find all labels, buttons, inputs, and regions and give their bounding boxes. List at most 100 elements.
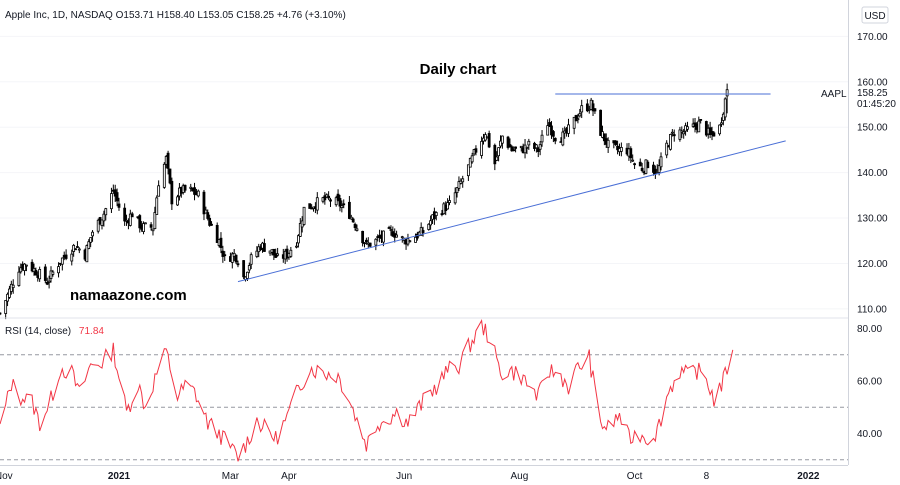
candle-up xyxy=(144,222,147,225)
candle-down xyxy=(510,146,514,152)
candle-down xyxy=(236,263,240,266)
candle-up xyxy=(204,209,208,214)
candle-down xyxy=(272,248,276,256)
candle-down xyxy=(364,239,368,243)
candle-down xyxy=(242,260,246,278)
candle-up xyxy=(89,237,93,243)
candle-down xyxy=(117,203,121,208)
time-axis[interactable]: Nov 2021 Mar Apr Jun Aug Oct 8 2022 xyxy=(0,471,820,482)
candle-down xyxy=(548,122,551,127)
candle-down xyxy=(512,149,516,152)
candle-down xyxy=(508,144,512,148)
candle-down xyxy=(602,133,606,142)
candle-down xyxy=(550,125,553,136)
candle-up xyxy=(11,284,15,288)
candle-down xyxy=(616,145,619,151)
rsi-tick-label: 40.00 xyxy=(857,429,882,440)
candle-up xyxy=(47,280,51,283)
candle-up xyxy=(427,223,431,230)
candle-up xyxy=(381,230,385,243)
candle-up xyxy=(538,144,542,150)
candle-up xyxy=(453,192,457,204)
candle-up xyxy=(468,157,472,168)
candle-up xyxy=(110,193,113,210)
candle-up xyxy=(23,263,26,271)
candle-up xyxy=(519,145,523,149)
candle-up xyxy=(480,141,484,156)
time-tick-label: Nov xyxy=(0,471,13,482)
candle-up xyxy=(682,131,686,135)
candle-up xyxy=(32,268,36,272)
candle-down xyxy=(591,103,595,112)
candle-up xyxy=(606,139,610,148)
candle-up xyxy=(578,113,582,117)
candle-down xyxy=(64,254,68,259)
candle-up xyxy=(25,264,28,267)
candle-up xyxy=(155,197,159,215)
candle-up xyxy=(276,253,280,256)
candle-down xyxy=(640,167,644,171)
price-tag-symbol: AAPL xyxy=(821,89,847,100)
candle-down xyxy=(76,246,79,248)
price-axis[interactable]: 170.00 160.00 150.00 140.00 130.00 120.00 110.… xyxy=(857,32,888,316)
currency-button[interactable]: USD xyxy=(861,6,889,24)
rsi-axis[interactable]: 80.00 60.00 40.00 xyxy=(857,324,882,440)
candle-up xyxy=(567,124,570,134)
candle-up xyxy=(176,196,179,206)
candle-up xyxy=(389,229,393,231)
candle-up xyxy=(723,98,727,118)
candle-up xyxy=(459,180,463,184)
candle-up xyxy=(434,212,438,216)
candle-down xyxy=(633,163,636,166)
price-tick-label: 140.00 xyxy=(857,168,888,179)
candle-down xyxy=(368,242,372,247)
candle-up xyxy=(657,165,661,173)
candle-up xyxy=(349,216,353,220)
candle-up xyxy=(500,135,504,144)
time-tick-label: 2021 xyxy=(108,471,131,482)
candle-up xyxy=(429,220,433,226)
candle-up xyxy=(19,267,23,273)
rsi-tick-label: 60.00 xyxy=(857,377,882,388)
time-tick-label: 8 xyxy=(704,471,710,482)
candle-up xyxy=(102,213,106,222)
candle-up xyxy=(295,245,298,248)
candle-up xyxy=(60,257,64,265)
candle-up xyxy=(466,164,470,177)
candle-down xyxy=(553,137,557,142)
rsi-level-lines xyxy=(0,354,848,461)
candlestick-series xyxy=(0,83,729,320)
candle-up xyxy=(297,235,300,244)
candle-down xyxy=(215,224,219,243)
candle-up xyxy=(670,131,674,134)
candle-down xyxy=(193,187,196,195)
candle-up xyxy=(57,266,60,274)
candle-down xyxy=(474,148,478,153)
candle-down xyxy=(487,133,491,148)
candle-up xyxy=(4,300,8,314)
candle-up xyxy=(246,271,249,279)
candle-up xyxy=(525,146,529,149)
rsi-label: RSI (14, close) 71.84 xyxy=(5,326,104,337)
candle-down xyxy=(646,161,650,169)
candle-up xyxy=(289,249,293,257)
candle-up xyxy=(686,126,689,130)
candle-up xyxy=(355,228,359,231)
candle-up xyxy=(334,197,338,206)
candle-down xyxy=(536,147,540,152)
candle-down xyxy=(672,134,676,137)
rsi-value: 71.84 xyxy=(79,326,104,337)
candle-down xyxy=(629,148,633,159)
candle-down xyxy=(699,119,703,121)
candle-up xyxy=(540,134,544,143)
candle-down xyxy=(585,103,589,112)
candle-up xyxy=(100,219,104,227)
price-tick-label: 160.00 xyxy=(857,77,888,88)
candle-down xyxy=(123,207,127,222)
rsi-series xyxy=(0,319,734,462)
candle-down xyxy=(138,215,142,229)
candle-down xyxy=(0,312,2,315)
candle-down xyxy=(506,136,510,148)
candle-up xyxy=(230,253,234,263)
